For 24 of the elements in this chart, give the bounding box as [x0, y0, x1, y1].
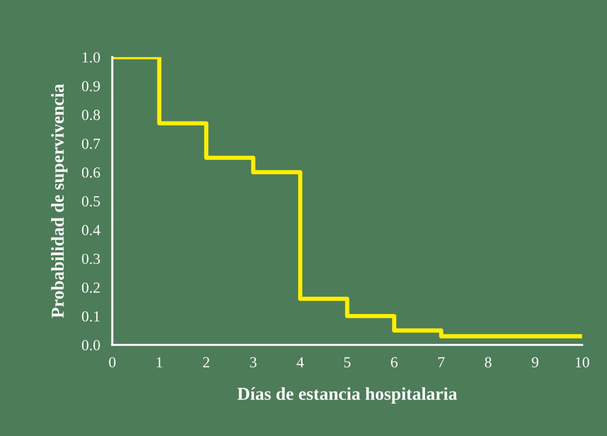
y-tick-label: 0.9: [82, 81, 100, 92]
y-tick-label: 0.5: [82, 196, 100, 207]
y-axis-title: Probabilidad de supervivencia: [51, 84, 68, 318]
x-tick-label: 0: [109, 357, 116, 368]
y-tick-label: 1.0: [82, 52, 100, 63]
x-tick-label: 8: [484, 357, 492, 368]
y-tick-label: 0.7: [82, 138, 100, 149]
x-tick-label: 1: [156, 357, 162, 368]
y-tick-label: 0.6: [82, 167, 100, 178]
x-tick-label: 5: [344, 357, 350, 368]
y-tick-label: 0.3: [82, 254, 100, 264]
y-tick-label: 0.2: [82, 282, 100, 293]
x-axis-title: Días de estancia hospitalaria: [237, 387, 458, 404]
y-tick-label: 0.0: [82, 340, 100, 350]
x-tick-label: 10: [576, 357, 590, 368]
x-tick-label: 7: [438, 357, 445, 368]
x-tick-label: 9: [532, 357, 538, 368]
x-tick-label: 2: [203, 357, 210, 368]
x-tick-label: 6: [391, 357, 398, 368]
y-tick-label: 0.8: [82, 110, 100, 120]
x-tick-label: 3: [250, 357, 256, 368]
y-tick-label: 0.1: [82, 311, 100, 322]
x-tick-label: 4: [296, 357, 304, 368]
y-tick-label: 0.4: [82, 224, 100, 236]
